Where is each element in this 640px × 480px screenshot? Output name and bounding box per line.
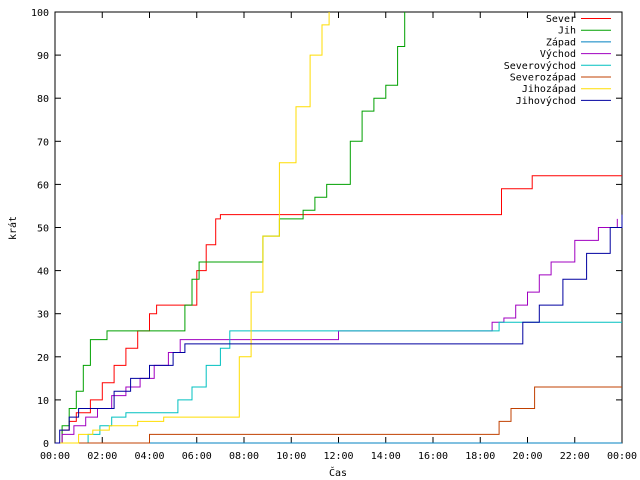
legend: SeverJihZápadVýchodSeverovýchodSeverozáp… — [504, 14, 611, 107]
x-axis: 00:00 02:00 04:00 06:00 08:00 10:00 12:00 14:00… — [40, 12, 637, 462]
x-tick-label: 10:00 — [276, 451, 306, 462]
series-line-4 — [55, 218, 618, 444]
legend-label: Západ — [546, 36, 576, 48]
x-tick-label: 16:00 — [418, 451, 448, 462]
x-tick-label: 00:00 — [607, 451, 637, 462]
x-tick-label: 08:00 — [229, 451, 259, 462]
legend-label: Jih — [558, 26, 576, 37]
y-axis: 0 10 20 30 40 50 60 70 80 90 100 — [31, 8, 622, 450]
y-tick-label: 30 — [37, 310, 49, 321]
y-tick-label: 90 — [37, 51, 49, 62]
x-tick-label: 06:00 — [182, 451, 212, 462]
legend-label: Severovýchod — [504, 60, 576, 72]
x-tick-label: 22:00 — [560, 451, 590, 462]
y-tick-label: 20 — [37, 353, 49, 364]
x-tick-label: 14:00 — [371, 451, 401, 462]
legend-label: Sever — [546, 14, 576, 25]
series-lines — [55, 12, 623, 444]
y-tick-label: 50 — [37, 224, 49, 235]
series-line-6 — [55, 386, 622, 444]
series-line-8 — [55, 214, 623, 444]
x-tick-label: 04:00 — [134, 451, 164, 462]
x-tick-label: 12:00 — [323, 451, 353, 462]
y-tick-label: 70 — [37, 137, 49, 148]
legend-label: Jihovýchod — [516, 95, 576, 107]
x-tick-label: 00:00 — [40, 451, 70, 462]
legend-label: Jihozápad — [522, 83, 576, 95]
y-tick-label: 60 — [37, 180, 49, 191]
y-tick-label: 100 — [31, 8, 49, 19]
series-line-2 — [55, 12, 406, 444]
x-tick-label: 20:00 — [512, 451, 542, 462]
series-line-1 — [55, 175, 622, 444]
legend-label: Severozápad — [510, 72, 576, 84]
series-line-7 — [55, 12, 330, 444]
y-axis-title: krát — [7, 216, 19, 240]
y-tick-label: 0 — [43, 439, 49, 450]
y-tick-label: 80 — [37, 94, 49, 105]
legend-label: Východ — [540, 48, 576, 60]
y-tick-label: 10 — [37, 396, 49, 407]
series-line-5 — [55, 321, 622, 444]
y-tick-label: 40 — [37, 267, 49, 278]
x-axis-title: Čas — [329, 466, 347, 479]
x-tick-label: 02:00 — [87, 451, 117, 462]
x-tick-label: 18:00 — [465, 451, 495, 462]
